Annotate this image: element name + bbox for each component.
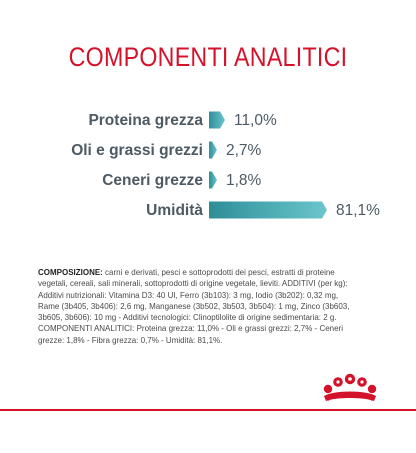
composition-heading: COMPOSIZIONE:: [38, 267, 103, 277]
bar: [209, 171, 217, 189]
composition-text: COMPOSIZIONE: carni e derivati, pesci e …: [38, 267, 356, 346]
page-title: COMPONENTI ANALITICI: [68, 42, 348, 72]
value-label: 11,0%: [234, 112, 277, 129]
footer-accent-line: [0, 409, 416, 411]
bar: [209, 111, 226, 129]
category-label: Ceneri grezze: [102, 172, 203, 189]
royal-canin-crown-logo: [323, 373, 377, 401]
bar: [209, 141, 217, 159]
bar: [209, 201, 327, 219]
category-label: Proteina grezza: [88, 112, 203, 129]
value-label: 81,1%: [336, 202, 380, 219]
analytic-components-chart: Proteina grezza 11,0% Oli e grassi grezzi 2…: [71, 111, 380, 219]
value-label: 1,8%: [226, 172, 262, 189]
value-label: 2,7%: [226, 142, 262, 159]
category-label: Umidità: [146, 202, 203, 219]
category-label: Oli e grassi grezzi: [71, 142, 203, 159]
composition-body: carni e derivati, pesci e sottoprodotti …: [38, 267, 350, 345]
